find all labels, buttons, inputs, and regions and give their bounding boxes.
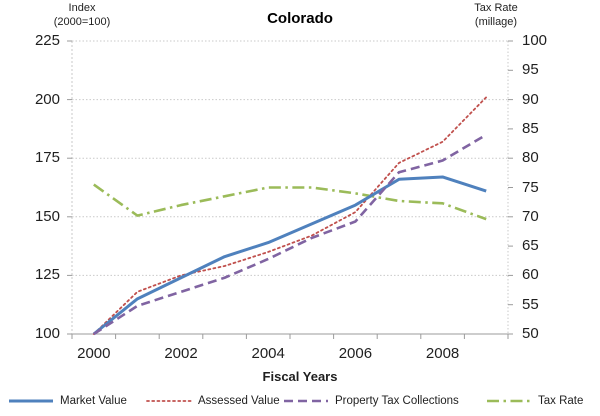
legend-swatch-solid-line xyxy=(9,399,53,403)
legend-item-assessed-value: Assessed Value xyxy=(146,392,280,410)
left-axis-header-line1: Index xyxy=(68,2,96,14)
y2-axis-tick-label: 65 xyxy=(522,237,539,255)
series-line-assessed-value xyxy=(92,96,488,335)
x-axis-tick-label: 2004 xyxy=(251,345,285,362)
x-axis-title: Fiscal Years xyxy=(262,369,338,384)
y-axis-tick-label: 100 xyxy=(34,325,60,342)
right-axis-header-line2: (millage) xyxy=(474,16,518,28)
right-axis-header: Tax Rate (millage) xyxy=(446,1,546,29)
y2-axis-tick-label: 75 xyxy=(522,178,539,196)
y2-axis-tick-label: 95 xyxy=(522,61,539,79)
x-axis-tick-label: 2002 xyxy=(164,345,198,362)
series-line-property-tax-collections xyxy=(93,133,487,336)
y-axis-tick-label: 175 xyxy=(34,149,60,167)
y-axis-tick-label: 150 xyxy=(34,207,60,225)
legend-swatch-dashed-line xyxy=(284,399,328,403)
legend-label: Property Tax Collections xyxy=(335,395,459,407)
y2-axis-tick-label: 60 xyxy=(522,266,539,284)
y2-axis-tick-label: 55 xyxy=(522,295,539,313)
legend-swatch-dashdot-line xyxy=(487,399,531,403)
y2-axis-tick-label: 50 xyxy=(522,325,539,342)
y-axis-tick-label: 125 xyxy=(34,266,60,284)
left-axis-header-line2: (2000=100) xyxy=(53,16,111,28)
y-axis-tick-label: 200 xyxy=(34,90,60,108)
left-axis-header: Index (2000=100) xyxy=(32,1,132,29)
y2-axis-tick-label: 90 xyxy=(522,90,539,108)
y-axis-tick-label: 225 xyxy=(34,32,60,49)
legend-label: Market Value xyxy=(60,395,127,407)
legend-label: Assessed Value xyxy=(198,395,280,407)
chart-title: Colorado xyxy=(267,10,333,27)
legend-swatch-dotted-line xyxy=(146,400,192,402)
legend: Market Value Assessed Value Property Tax C… xyxy=(0,392,600,412)
legend-item-tax-rate: Tax Rate xyxy=(486,392,583,410)
y2-axis-tick-label: 70 xyxy=(522,207,539,225)
right-axis-header-line1: Tax Rate xyxy=(474,2,518,14)
x-axis-tick-label: 2000 xyxy=(77,345,111,362)
x-axis-tick-label: 2008 xyxy=(425,345,460,362)
x-axis-tick-label: 2006 xyxy=(338,345,373,362)
legend-item-market-value: Market Value xyxy=(8,392,127,410)
y2-axis-tick-label: 100 xyxy=(522,32,548,49)
legend-item-property-tax-collections: Property Tax Collections xyxy=(283,392,459,410)
series-line-tax-rate xyxy=(93,183,487,221)
y2-axis-tick-label: 80 xyxy=(522,149,539,167)
y2-axis-tick-label: 85 xyxy=(522,119,539,137)
series-line-market-value xyxy=(92,175,487,336)
legend-label: Tax Rate xyxy=(538,395,584,407)
